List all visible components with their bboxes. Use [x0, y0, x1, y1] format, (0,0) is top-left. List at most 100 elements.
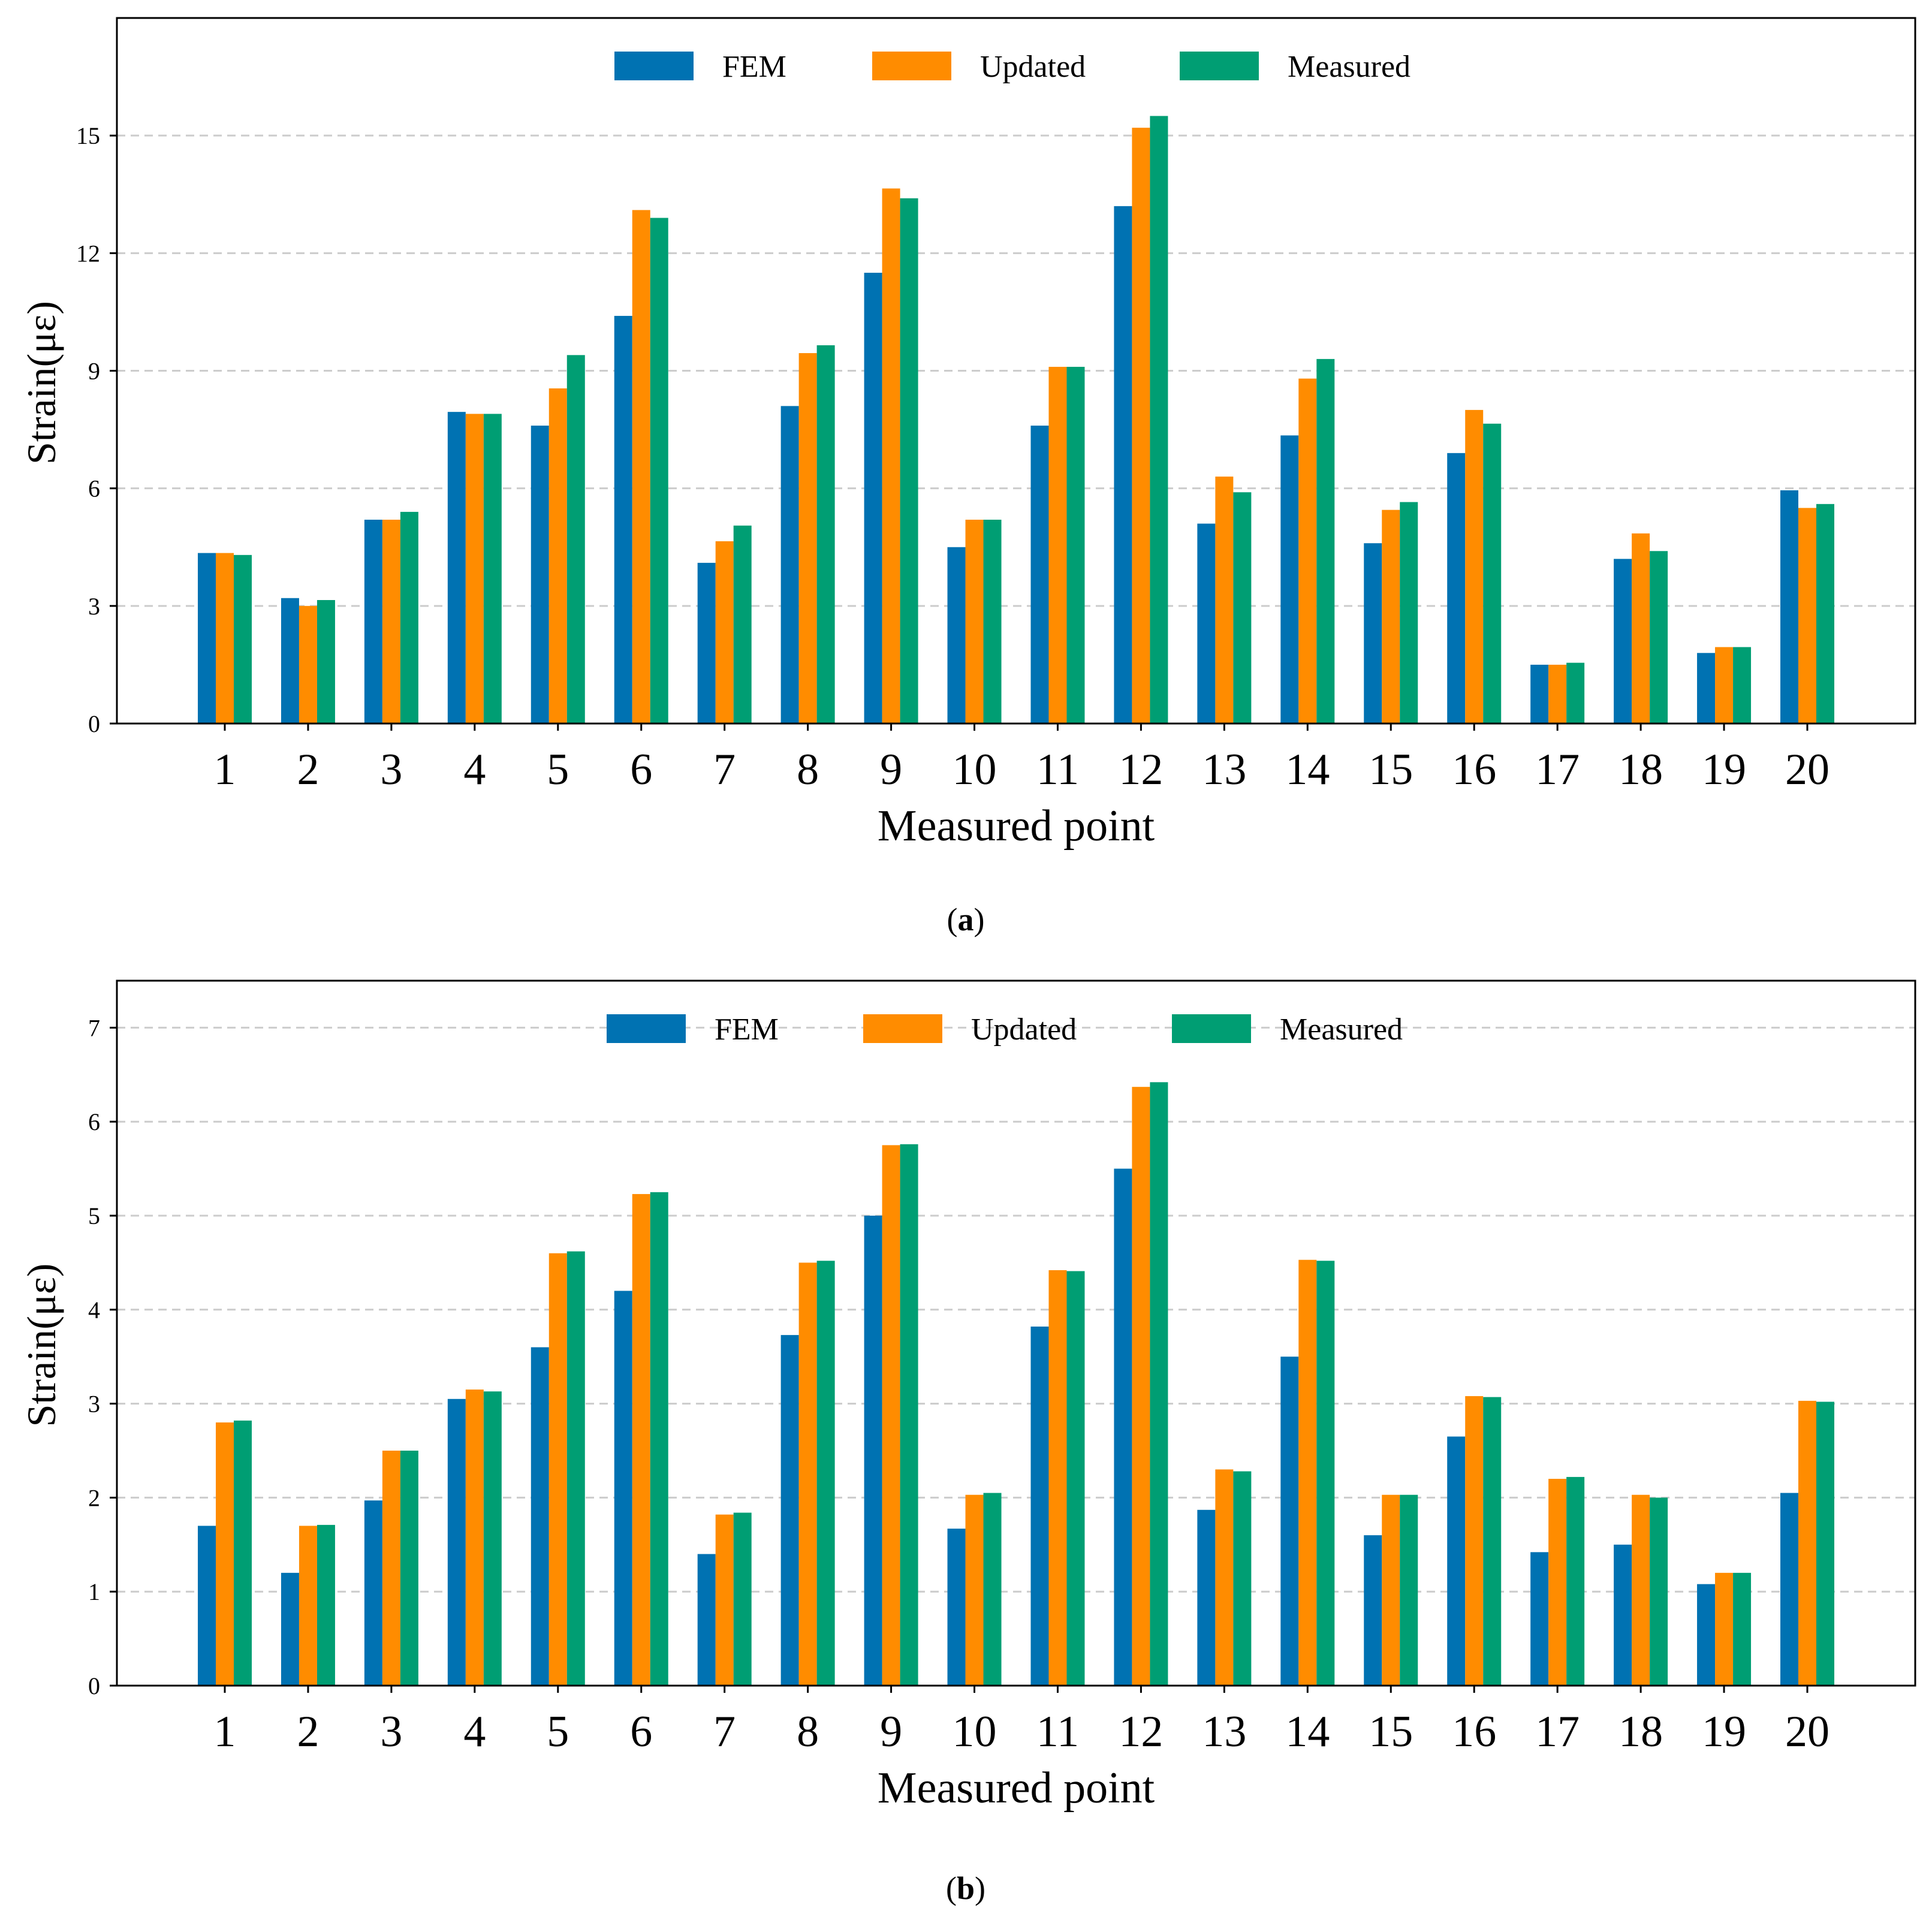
chart1-bar-fem-1: [198, 1526, 216, 1686]
chart0-bar-measured-6: [650, 218, 668, 724]
chart1-legend-label-fem: FEM: [715, 1012, 779, 1047]
chart1-y-tick-label: 6: [88, 1108, 100, 1135]
chart0-x-tick-label: 15: [1369, 745, 1413, 794]
chart1-x-tick-label: 11: [1036, 1707, 1079, 1756]
chart1-x-tick-label: 8: [797, 1707, 819, 1756]
chart1-bar-measured-8: [816, 1261, 835, 1686]
chart1-y-tick-label: 7: [88, 1014, 100, 1041]
chart1-bar-updated-14: [1298, 1259, 1317, 1686]
chart1-bar-updated-9: [882, 1145, 900, 1686]
chart1-x-tick-label: 6: [630, 1707, 652, 1756]
chart1-x-tick-label: 9: [880, 1707, 902, 1756]
chart0-bar-measured-3: [400, 511, 418, 724]
chart1-bar-measured-1: [234, 1420, 252, 1686]
chart1-bar-measured-12: [1150, 1082, 1168, 1686]
chart0-bar-updated-20: [1798, 508, 1816, 724]
chart1-bar-updated-7: [715, 1514, 734, 1686]
chart1-x-axis-title: Measured point: [878, 1764, 1155, 1813]
chart1-bar-measured-3: [400, 1451, 418, 1686]
chart0-bar-fem-2: [281, 598, 299, 724]
chart1-bar-measured-20: [1816, 1401, 1834, 1686]
chart0-legend-label-updated: Updated: [980, 50, 1086, 84]
chart1-bar-fem-19: [1697, 1584, 1716, 1686]
chart0-bar-updated-6: [632, 210, 650, 724]
chart0-bar-fem-15: [1364, 543, 1382, 724]
caption-a: (a): [947, 902, 985, 938]
chart0-bar-measured-4: [483, 414, 502, 724]
chart0-bar-fem-8: [780, 406, 799, 724]
chart0-bar-measured-13: [1233, 492, 1252, 724]
chart0-bar-updated-18: [1632, 533, 1650, 724]
chart0-x-tick-label: 3: [380, 745, 402, 794]
chart1-bar-fem-10: [947, 1529, 966, 1686]
chart0-bar-updated-15: [1382, 510, 1400, 724]
chart0-bar-measured-7: [733, 525, 752, 724]
chart1-bar-updated-12: [1132, 1087, 1150, 1686]
chart1-legend-swatch-measured: [1172, 1014, 1251, 1043]
chart1-bar-measured-9: [900, 1144, 918, 1686]
chart0-bar-measured-20: [1816, 504, 1834, 724]
chart1-x-tick-label: 20: [1785, 1707, 1829, 1756]
chart0-bar-updated-8: [798, 353, 817, 724]
chart1-x-tick-label: 16: [1452, 1707, 1496, 1756]
chart1-legend-label-updated: Updated: [971, 1012, 1077, 1047]
chart0-x-tick-label: 6: [630, 745, 652, 794]
chart1-bar-updated-15: [1382, 1494, 1400, 1686]
chart1-bar-fem-15: [1364, 1535, 1382, 1686]
chart1-y-tick-label: 5: [88, 1202, 100, 1229]
chart0-x-tick-label: 7: [713, 745, 736, 794]
chart0-x-tick-label: 5: [547, 745, 569, 794]
chart0-bar-measured-19: [1733, 647, 1752, 724]
chart1-bar-fem-20: [1780, 1493, 1798, 1686]
chart0-x-tick-label: 16: [1452, 745, 1496, 794]
chart1-bar-measured-4: [483, 1391, 502, 1686]
chart0-bar-fem-16: [1447, 453, 1466, 724]
chart1-bar-fem-12: [1114, 1168, 1132, 1686]
chart0-bar-updated-7: [715, 541, 734, 724]
chart1-bar-fem-18: [1614, 1544, 1632, 1686]
chart1-y-tick-label: 1: [88, 1578, 100, 1605]
chart1-x-tick-label: 7: [713, 1707, 736, 1756]
chart1-y-tick-label: 2: [88, 1484, 100, 1511]
chart0-x-tick-label: 13: [1202, 745, 1246, 794]
chart0-bar-fem-1: [198, 553, 216, 724]
chart0-y-tick-label: 9: [88, 358, 100, 385]
chart1-bar-updated-16: [1465, 1396, 1484, 1686]
chart1-bar-measured-11: [1066, 1271, 1085, 1686]
chart0-bar-updated-1: [216, 553, 234, 724]
chart0-bar-updated-2: [299, 605, 317, 724]
chart0-bar-measured-1: [234, 554, 252, 724]
chart0-bar-measured-8: [816, 345, 835, 724]
chart1-x-tick-label: 2: [297, 1707, 319, 1756]
chart0-y-tick-label: 3: [88, 593, 100, 620]
chart1-x-tick-label: 19: [1702, 1707, 1746, 1756]
chart1-x-tick-label: 10: [953, 1707, 997, 1756]
chart0-x-tick-label: 19: [1702, 745, 1746, 794]
chart0-x-tick-label: 4: [463, 745, 486, 794]
chart1-bar-fem-13: [1197, 1509, 1216, 1686]
chart1-legend-swatch-fem: [607, 1014, 686, 1043]
chart1-bar-fem-11: [1030, 1327, 1049, 1686]
chart0-x-tick-label: 10: [953, 745, 997, 794]
chart1-bar-fem-14: [1280, 1357, 1299, 1686]
chart1-y-tick-label: 0: [88, 1672, 100, 1699]
chart1-bar-fem-9: [864, 1216, 882, 1686]
chart0-x-tick-label: 20: [1785, 745, 1829, 794]
chart0-bar-updated-4: [465, 414, 484, 724]
chart0-y-tick-label: 0: [88, 710, 100, 737]
chart0-bar-fem-19: [1697, 653, 1716, 724]
chart1-bar-updated-6: [632, 1193, 650, 1686]
chart0-x-tick-label: 18: [1618, 745, 1663, 794]
chart1-bar-updated-10: [965, 1494, 984, 1686]
chart1-y-tick-label: 3: [88, 1391, 100, 1418]
caption-b: (b): [946, 1870, 985, 1906]
chart0-y-tick-label: 15: [76, 122, 100, 149]
chart0-legend-swatch-fem: [614, 52, 694, 80]
chart1-bar-measured-13: [1233, 1471, 1252, 1686]
chart1-bar-measured-19: [1733, 1572, 1752, 1686]
chart0-x-tick-label: 9: [880, 745, 902, 794]
chart0-bar-measured-14: [1316, 358, 1335, 724]
